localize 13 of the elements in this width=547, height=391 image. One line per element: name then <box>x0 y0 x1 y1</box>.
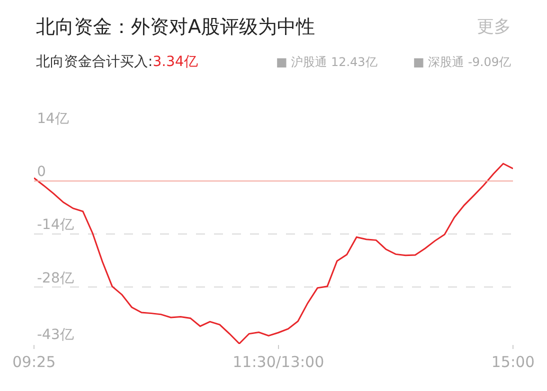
y-tick-label: 0 <box>37 164 46 180</box>
y-tick-label: 14亿 <box>37 111 69 128</box>
text: ■ 深股通 -9.09亿 <box>413 55 512 69</box>
x-tick-label: 15:00 <box>491 353 535 371</box>
y-tick-label: -28亿 <box>37 270 74 286</box>
x-tick-label: 09:25 <box>12 353 56 371</box>
x-tick-label: 11:30/13:00 <box>232 353 324 371</box>
chart-title: 北向资金：外资对A股评级为中性 <box>36 16 315 38</box>
y-tick-label: -43亿 <box>37 327 74 344</box>
text: ■ 沪股通 12.43亿 <box>276 55 378 69</box>
chart-subtitle: 北向资金合计买入:3.34亿 <box>36 54 198 70</box>
y-tick-label: -14亿 <box>37 217 74 234</box>
text: 更多 <box>477 17 511 37</box>
